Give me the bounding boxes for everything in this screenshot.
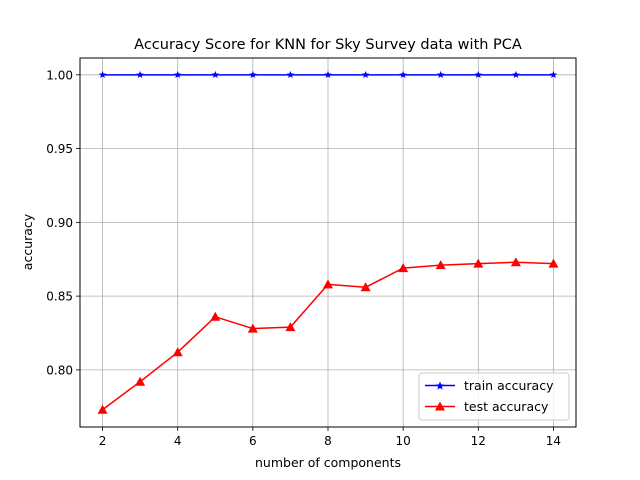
legend-marker-train [435,381,445,390]
train-accuracy-point [136,70,144,79]
data-series [97,70,559,414]
x-tick-label: 12 [471,434,486,448]
y-tick-label: 0.95 [46,142,73,156]
y-tick-label: 0.85 [46,290,73,304]
train-accuracy-point [173,70,182,79]
legend-label-train: train accuracy [464,378,554,393]
y-axis-label: accuracy [20,213,35,270]
test-accuracy-point [548,258,559,268]
train-accuracy-point [324,70,332,79]
x-tick-label: 8 [324,434,332,448]
test-accuracy-point [323,279,333,289]
train-accuracy-point [474,70,483,79]
y-tick-label: 0.90 [46,216,73,230]
legend-box [418,372,570,421]
test-accuracy-point [97,404,108,414]
test-accuracy-point [172,347,183,357]
y-tick-label: 1.00 [46,68,73,82]
x-tick-label: 2 [99,434,107,448]
x-tick-label: 10 [396,434,411,448]
axis-ticks: 2 4 6 8 10 12 14 0.80 0.85 0.90 0.95 1.00 [46,68,561,448]
x-axis-label: number of components [255,455,401,470]
test-accuracy-point [135,376,146,386]
y-tick-label: 0.80 [46,363,73,377]
plot-frame [79,57,577,428]
train-accuracy-point [249,70,257,79]
train-accuracy-point [436,70,445,79]
train-accuracy-point [98,70,107,79]
test-accuracy-point [398,263,409,273]
x-tick-label: 4 [174,434,182,448]
legend-label-test: test accuracy [464,399,549,414]
grid-lines [80,58,576,427]
x-tick-label: 14 [546,434,561,448]
train-accuracy-point [286,70,295,79]
test-accuracy-point [285,322,296,332]
test-accuracy-point [473,258,484,268]
chart-title: Accuracy Score for KNN for Sky Survey da… [134,37,522,53]
legend: train accuracy test accuracy [418,372,570,421]
train-accuracy-point [361,70,370,79]
test-accuracy-point [360,282,371,292]
train-accuracy-point [399,70,407,79]
train-accuracy-point [549,70,558,79]
train-accuracy-point [512,70,520,79]
test-accuracy-point [210,311,221,321]
test-accuracy-point [435,260,446,270]
x-tick-label: 6 [249,434,257,448]
test-accuracy-point [247,323,258,333]
train-accuracy-point [211,70,220,79]
legend-marker-test [435,401,445,411]
test-accuracy-point [510,257,521,267]
